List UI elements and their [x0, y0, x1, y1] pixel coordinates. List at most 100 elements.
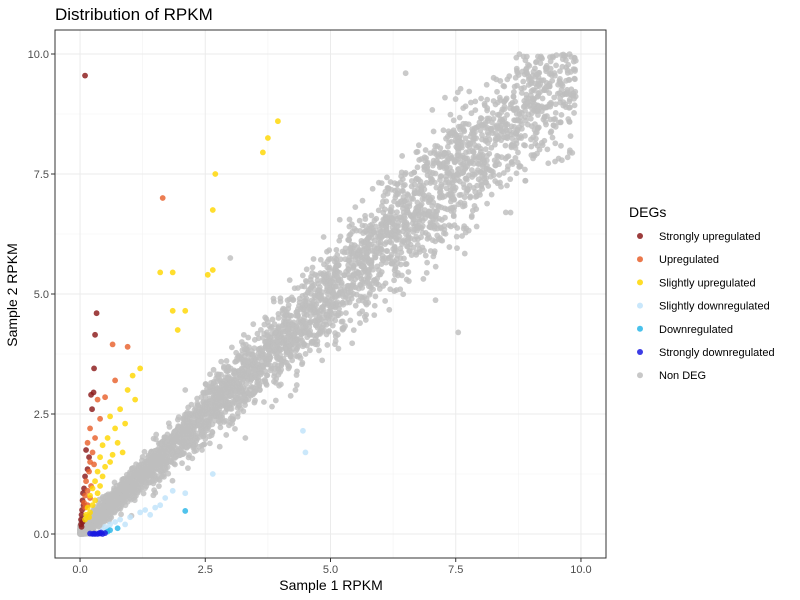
point-non-deg	[278, 362, 285, 369]
point-non-deg	[543, 66, 550, 73]
point-non-deg	[552, 109, 559, 116]
point-upregulated	[94, 396, 101, 403]
point-non-deg	[358, 240, 365, 247]
point-non-deg	[286, 277, 293, 284]
point-non-deg	[392, 271, 398, 278]
point-non-deg	[163, 450, 169, 457]
point-non-deg	[496, 112, 503, 118]
point-non-deg	[375, 207, 382, 214]
point-non-deg	[570, 92, 577, 99]
point-non-deg	[297, 355, 304, 361]
point-non-deg	[346, 232, 353, 239]
point-non-deg	[512, 117, 519, 124]
point-non-deg	[552, 158, 558, 165]
point-non-deg	[467, 193, 474, 200]
point-slightly-downregulated	[147, 511, 154, 518]
x-axis-title: Sample 1 RPKM	[279, 577, 382, 593]
point-non-deg	[426, 224, 433, 231]
point-non-deg	[539, 95, 546, 102]
point-non-deg	[497, 97, 504, 103]
point-non-deg	[242, 402, 248, 408]
point-non-deg	[442, 94, 448, 101]
point-non-deg	[233, 378, 239, 384]
point-non-deg	[415, 225, 421, 232]
point-strongly-downregulated	[91, 530, 97, 537]
point-non-deg	[274, 339, 281, 346]
point-non-deg	[311, 292, 318, 299]
point-non-deg	[338, 279, 345, 286]
point-non-deg	[404, 236, 411, 243]
y-tick-label: 7.5	[34, 169, 49, 181]
point-non-deg	[111, 479, 118, 486]
point-non-deg	[457, 85, 464, 92]
point-non-deg	[329, 295, 335, 302]
point-non-deg	[278, 366, 285, 373]
point-non-deg	[538, 108, 545, 115]
point-non-deg	[350, 270, 357, 277]
point-slightly-upregulated	[97, 454, 103, 461]
point-non-deg	[138, 485, 145, 491]
point-non-deg	[348, 275, 354, 282]
point-non-deg	[329, 322, 336, 329]
point-non-deg	[254, 330, 261, 337]
point-non-deg	[447, 164, 453, 171]
point-non-deg	[557, 68, 563, 75]
point-non-deg	[287, 392, 294, 399]
point-slightly-upregulated	[94, 468, 101, 475]
point-non-deg	[118, 511, 124, 518]
point-non-deg	[494, 88, 500, 95]
point-non-deg	[430, 157, 437, 164]
point-non-deg	[401, 255, 407, 262]
point-non-deg	[299, 272, 306, 279]
point-non-deg	[411, 169, 417, 176]
point-non-deg	[531, 87, 538, 94]
point-non-deg	[234, 413, 241, 420]
point-non-deg	[432, 263, 439, 270]
point-non-deg	[185, 454, 192, 461]
point-non-deg	[507, 209, 514, 216]
point-non-deg	[545, 160, 552, 167]
point-non-deg	[261, 376, 268, 383]
point-non-deg	[317, 256, 324, 263]
point-non-deg	[402, 181, 408, 188]
point-upregulated	[124, 343, 131, 350]
point-slightly-upregulated	[169, 269, 176, 276]
point-non-deg	[459, 233, 465, 239]
point-non-deg	[338, 318, 345, 325]
point-non-deg	[462, 229, 469, 236]
point-non-deg	[408, 252, 415, 258]
point-non-deg	[251, 336, 258, 343]
legend-key	[637, 302, 643, 309]
point-non-deg	[325, 328, 332, 335]
point-non-deg	[361, 280, 368, 286]
point-non-deg	[303, 266, 310, 273]
point-non-deg	[452, 96, 459, 102]
point-non-deg	[447, 192, 454, 199]
y-tick-label: 2.5	[34, 409, 49, 421]
point-slightly-upregulated	[117, 406, 124, 413]
point-slightly-upregulated	[122, 420, 129, 427]
x-tick-label: 5.0	[323, 564, 338, 576]
point-non-deg	[314, 272, 320, 279]
point-non-deg	[503, 95, 510, 102]
point-non-deg	[465, 139, 472, 146]
point-slightly-downregulated	[302, 449, 309, 456]
point-non-deg	[459, 169, 466, 176]
point-non-deg	[352, 204, 359, 211]
point-upregulated	[159, 195, 166, 201]
point-non-deg	[160, 471, 167, 478]
point-non-deg	[293, 372, 300, 378]
point-non-deg	[306, 331, 313, 338]
point-non-deg	[274, 354, 281, 360]
point-non-deg	[484, 200, 490, 207]
x-axis: 0.0 2.5 5.0 7.5 10.0	[72, 558, 592, 576]
point-non-deg	[464, 185, 471, 192]
point-non-deg	[550, 54, 556, 61]
point-non-deg	[449, 177, 456, 183]
point-non-deg	[277, 295, 284, 302]
point-non-deg	[238, 388, 245, 394]
y-axis: 0.0 2.5 5.0 7.5 10.0	[28, 49, 55, 541]
point-non-deg	[205, 389, 212, 396]
point-slightly-upregulated	[209, 207, 216, 213]
point-slightly-upregulated	[92, 478, 98, 485]
